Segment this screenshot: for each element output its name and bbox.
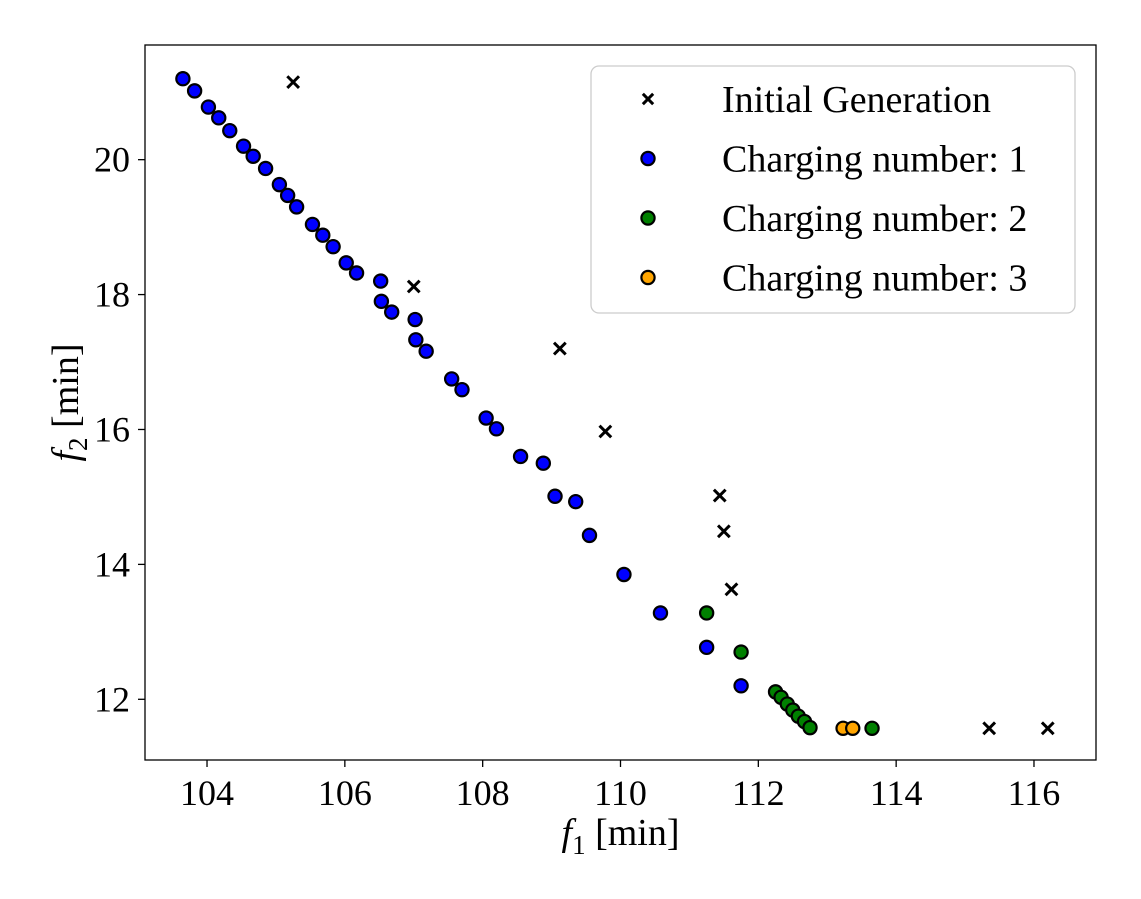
initial-generation-point — [716, 524, 731, 539]
charging-point — [845, 720, 861, 736]
x-tick-label: 112 — [732, 773, 785, 813]
x-tick-label: 114 — [870, 773, 923, 813]
charging-point — [222, 122, 238, 139]
legend-entry: Charging number: 1 — [640, 139, 1027, 181]
charging-point — [733, 644, 749, 660]
y-tick-label: 12 — [94, 679, 130, 719]
y-axis-label: f2 [min] — [45, 344, 93, 462]
legend-label: Charging number: 2 — [722, 198, 1027, 240]
x-tick-label: 108 — [456, 773, 510, 813]
x-tick-label: 106 — [318, 773, 372, 813]
x-tick-label: 116 — [1008, 773, 1061, 813]
charging-point — [568, 493, 584, 510]
charging-point — [235, 138, 252, 154]
charging-point — [616, 566, 632, 583]
charging-point — [175, 71, 191, 87]
charging-point — [257, 160, 274, 177]
x-tick-label: 110 — [594, 773, 647, 813]
charging-point — [698, 605, 715, 621]
charging-point — [698, 639, 715, 656]
initial-generation-point — [1040, 721, 1055, 736]
series-4 — [835, 720, 861, 736]
charging-point — [443, 371, 460, 387]
charging-point — [372, 273, 389, 289]
series-2 — [175, 71, 749, 694]
y-axis-label-subscript: 2 — [63, 437, 93, 451]
data-points — [175, 71, 1055, 736]
legend-marker — [640, 269, 656, 286]
x-tick-label: 104 — [180, 773, 234, 813]
initial-generation-point — [712, 488, 727, 503]
initial-generation-point — [982, 721, 997, 736]
y-tick-label: 20 — [94, 140, 130, 180]
charging-point — [211, 110, 227, 126]
charging-point — [245, 148, 261, 164]
charging-point — [454, 381, 470, 398]
initial-generation-point — [724, 582, 739, 597]
charging-point — [488, 421, 505, 437]
charging-point — [512, 448, 529, 465]
charging-point — [478, 410, 494, 426]
initial-generation-point — [286, 75, 301, 90]
legend-label: Charging number: 1 — [722, 139, 1027, 181]
legend-label: Charging number: 3 — [722, 258, 1027, 300]
legend-marker — [641, 92, 655, 106]
charging-point — [547, 488, 563, 504]
legend-entry: Charging number: 3 — [640, 258, 1027, 300]
y-tick-label: 16 — [94, 409, 130, 449]
x-axis-label-unit: [min] — [586, 812, 680, 854]
initial-generation-point — [598, 424, 613, 439]
plot-frame — [144, 44, 1097, 761]
legend-marker — [640, 150, 656, 167]
charging-point — [279, 187, 296, 204]
charging-point — [338, 255, 354, 271]
charging-point — [304, 216, 321, 233]
charging-point — [407, 311, 423, 328]
x-axis-label: f1 [min] — [562, 812, 680, 860]
charging-point — [802, 719, 818, 736]
series-1 — [286, 75, 1055, 736]
charging-point — [373, 293, 390, 310]
y-axis-label-unit: [min] — [45, 344, 87, 438]
charging-point — [535, 455, 552, 471]
y-tick-label: 18 — [94, 275, 130, 315]
legend: Initial Generation Charging number: 1 Char… — [590, 65, 1076, 314]
charging-point — [271, 176, 288, 193]
y-tick-label: 14 — [94, 544, 130, 584]
charging-point — [315, 227, 331, 243]
x-axis-label-subscript: 1 — [572, 830, 586, 860]
charging-point — [200, 99, 217, 115]
charging-point — [581, 527, 598, 544]
charging-point — [733, 678, 749, 694]
series-3 — [698, 605, 880, 736]
charging-point — [408, 332, 424, 348]
legend-label: Initial Generation — [722, 79, 991, 121]
charging-point — [418, 343, 434, 359]
initial-generation-point — [406, 279, 421, 294]
charging-point — [288, 199, 305, 215]
charging-point — [384, 304, 400, 320]
legend-entry: Initial Generation — [641, 79, 991, 121]
charging-point — [186, 83, 203, 99]
legend-marker — [640, 210, 656, 226]
legend-box — [590, 65, 1076, 314]
charging-point — [348, 265, 365, 281]
legend-entry: Charging number: 2 — [640, 198, 1027, 240]
charging-point — [864, 720, 880, 736]
charging-point — [325, 238, 341, 255]
initial-generation-point — [552, 341, 567, 356]
charging-point — [652, 605, 669, 621]
